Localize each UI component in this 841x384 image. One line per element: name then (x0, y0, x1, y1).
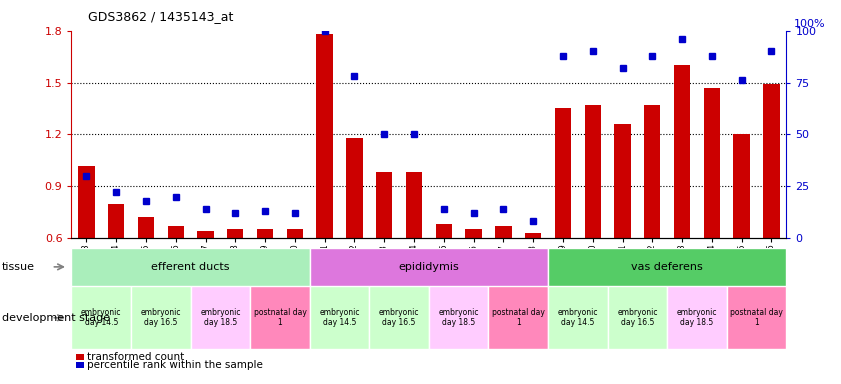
Bar (309, 248, 548, 286)
Text: transformed count: transformed count (87, 352, 184, 362)
Text: embryonic
day 18.5: embryonic day 18.5 (438, 308, 479, 328)
Text: vas deferens: vas deferens (632, 262, 703, 272)
Text: embryonic
day 16.5: embryonic day 16.5 (617, 308, 658, 328)
Bar (465, 229, 482, 238)
Bar (198, 231, 214, 238)
Bar (257, 229, 273, 238)
Bar (138, 217, 154, 238)
Text: percentile rank within the sample: percentile rank within the sample (87, 360, 262, 370)
Bar (727, 286, 786, 349)
Text: embryonic
day 14.5: embryonic day 14.5 (320, 308, 360, 328)
Text: postnatal day
1: postnatal day 1 (492, 308, 545, 328)
Bar (674, 65, 690, 238)
Bar (584, 105, 601, 238)
Bar (71, 286, 131, 349)
Bar (555, 109, 571, 238)
Bar (309, 286, 369, 349)
Text: postnatal day
1: postnatal day 1 (253, 308, 306, 328)
Bar (251, 286, 309, 349)
Bar (607, 286, 667, 349)
Bar (108, 204, 124, 238)
Text: embryonic
day 18.5: embryonic day 18.5 (200, 308, 241, 328)
Bar (436, 224, 452, 238)
Bar (227, 229, 244, 238)
Bar (71, 248, 309, 286)
Text: embryonic
day 14.5: embryonic day 14.5 (81, 308, 121, 328)
Text: tissue: tissue (2, 262, 34, 272)
Bar (548, 286, 607, 349)
Text: GDS3862 / 1435143_at: GDS3862 / 1435143_at (88, 10, 234, 23)
Bar (429, 286, 489, 349)
Text: embryonic
day 18.5: embryonic day 18.5 (677, 308, 717, 328)
Text: embryonic
day 16.5: embryonic day 16.5 (379, 308, 420, 328)
Bar (644, 105, 660, 238)
Bar (489, 286, 548, 349)
Text: 100%: 100% (793, 19, 825, 29)
Bar (667, 286, 727, 349)
Text: efferent ducts: efferent ducts (151, 262, 230, 272)
Bar (525, 233, 542, 238)
Bar (764, 84, 780, 238)
Bar (167, 226, 184, 238)
Text: embryonic
day 16.5: embryonic day 16.5 (140, 308, 181, 328)
Bar (369, 286, 429, 349)
Bar (346, 138, 362, 238)
Text: embryonic
day 14.5: embryonic day 14.5 (558, 308, 598, 328)
Text: development stage: development stage (2, 313, 110, 323)
Bar (316, 34, 333, 238)
Text: postnatal day
1: postnatal day 1 (730, 308, 783, 328)
Bar (131, 286, 191, 349)
Bar (287, 229, 303, 238)
Bar (78, 166, 94, 238)
Bar (406, 172, 422, 238)
Text: epididymis: epididymis (399, 262, 459, 272)
Bar (548, 248, 786, 286)
Bar (191, 286, 251, 349)
Bar (614, 124, 631, 238)
Bar (733, 134, 750, 238)
Bar (704, 88, 720, 238)
Bar (376, 172, 393, 238)
Bar (495, 226, 511, 238)
